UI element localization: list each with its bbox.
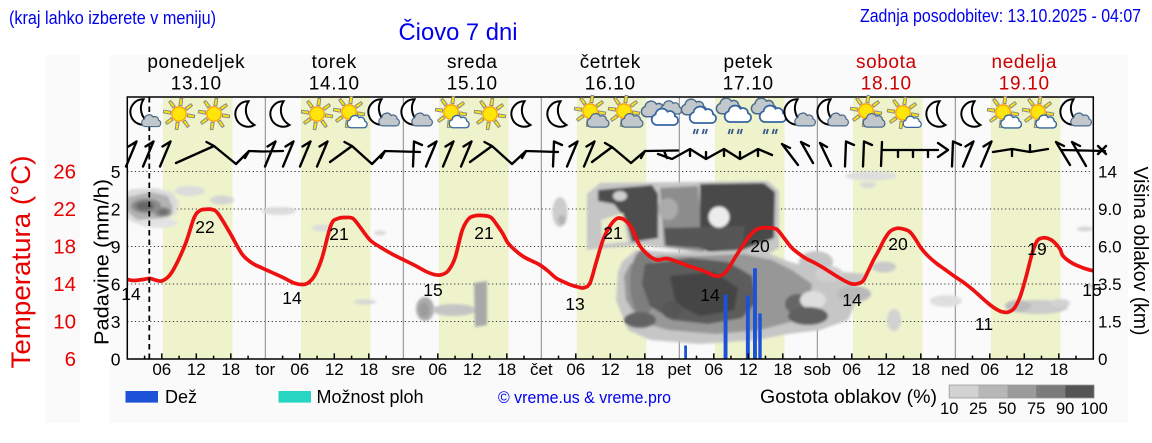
svg-text:06: 06 bbox=[290, 360, 309, 379]
svg-text:Padavine (mm/h): Padavine (mm/h) bbox=[92, 179, 114, 345]
svg-text:ned: ned bbox=[941, 360, 969, 379]
svg-text:Temperatura (°C): Temperatura (°C) bbox=[6, 155, 36, 368]
svg-text:11: 11 bbox=[975, 314, 993, 334]
svg-text:75: 75 bbox=[1027, 400, 1045, 418]
svg-text:čet: čet bbox=[530, 360, 553, 379]
svg-text:0: 0 bbox=[1098, 350, 1107, 369]
svg-text:06: 06 bbox=[980, 360, 999, 379]
svg-text:22: 22 bbox=[53, 198, 76, 221]
svg-text:20: 20 bbox=[750, 236, 770, 256]
svg-text:13: 13 bbox=[565, 294, 584, 314]
svg-text:Dež: Dež bbox=[165, 387, 197, 407]
svg-text:06: 06 bbox=[842, 360, 861, 379]
svg-text:13.10: 13.10 bbox=[171, 74, 222, 95]
svg-text:sob: sob bbox=[804, 360, 831, 379]
svg-text:14: 14 bbox=[1098, 163, 1117, 182]
svg-text:06: 06 bbox=[566, 360, 585, 379]
svg-text:12: 12 bbox=[463, 360, 482, 379]
svg-text:petek: petek bbox=[724, 52, 773, 73]
svg-text:15: 15 bbox=[1082, 280, 1101, 300]
svg-text:16.10: 16.10 bbox=[585, 74, 636, 95]
svg-text:25: 25 bbox=[969, 400, 987, 418]
svg-text:ponedeljek: ponedeljek bbox=[147, 52, 245, 73]
svg-text:18: 18 bbox=[221, 360, 240, 379]
svg-text:2: 2 bbox=[111, 200, 121, 220]
svg-text:tor: tor bbox=[255, 360, 275, 379]
svg-text:100: 100 bbox=[1080, 400, 1108, 418]
svg-text:21: 21 bbox=[474, 223, 493, 243]
svg-text:0: 0 bbox=[111, 350, 121, 370]
svg-text:Višina oblakov (km): Višina oblakov (km) bbox=[1129, 167, 1151, 336]
svg-text:10: 10 bbox=[940, 400, 958, 418]
svg-text:18: 18 bbox=[1049, 360, 1068, 379]
svg-text:15: 15 bbox=[423, 280, 442, 300]
svg-text:torek: torek bbox=[312, 52, 357, 73]
svg-text:21: 21 bbox=[329, 224, 348, 244]
svg-text:19.10: 19.10 bbox=[999, 74, 1050, 95]
svg-text:18: 18 bbox=[635, 360, 654, 379]
svg-text:14.10: 14.10 bbox=[309, 74, 360, 95]
svg-text:17.10: 17.10 bbox=[723, 74, 774, 95]
svg-text:18: 18 bbox=[497, 360, 516, 379]
svg-text:četrtek: četrtek bbox=[580, 52, 641, 73]
svg-text:12: 12 bbox=[601, 360, 620, 379]
svg-text:90: 90 bbox=[1056, 400, 1074, 418]
svg-text:14: 14 bbox=[700, 285, 720, 305]
svg-text:Gostota oblakov (%): Gostota oblakov (%) bbox=[760, 386, 937, 408]
svg-text:14: 14 bbox=[53, 273, 76, 296]
svg-text:12: 12 bbox=[1015, 360, 1034, 379]
svg-text:06: 06 bbox=[704, 360, 723, 379]
svg-text:18: 18 bbox=[359, 360, 378, 379]
svg-text:sreda: sreda bbox=[447, 52, 498, 73]
svg-text:3.5: 3.5 bbox=[1098, 275, 1122, 294]
svg-text:pet: pet bbox=[667, 360, 691, 379]
svg-text:18: 18 bbox=[53, 236, 76, 259]
svg-text:06: 06 bbox=[152, 360, 171, 379]
svg-text:5: 5 bbox=[111, 162, 121, 182]
svg-text:6.0: 6.0 bbox=[1098, 238, 1122, 257]
svg-text:© vreme.us & vreme.pro: © vreme.us & vreme.pro bbox=[498, 388, 671, 407]
svg-text:9: 9 bbox=[111, 237, 121, 257]
svg-text:(kraj lahko izberete v meniju): (kraj lahko izberete v meniju) bbox=[9, 8, 216, 28]
svg-text:14: 14 bbox=[121, 284, 141, 304]
svg-text:06: 06 bbox=[428, 360, 447, 379]
svg-text:19: 19 bbox=[1027, 239, 1046, 259]
svg-text:15.10: 15.10 bbox=[447, 74, 498, 95]
svg-text:12: 12 bbox=[325, 360, 344, 379]
svg-text:sre: sre bbox=[391, 360, 415, 379]
svg-text:21: 21 bbox=[603, 223, 622, 243]
svg-text:20: 20 bbox=[888, 234, 908, 254]
svg-text:1.5: 1.5 bbox=[1098, 313, 1122, 332]
svg-text:50: 50 bbox=[998, 400, 1016, 418]
svg-text:14: 14 bbox=[842, 290, 862, 310]
svg-text:6: 6 bbox=[65, 348, 76, 371]
svg-text:10: 10 bbox=[53, 311, 76, 334]
svg-text:nedelja: nedelja bbox=[992, 52, 1057, 73]
svg-text:14: 14 bbox=[282, 288, 302, 308]
svg-text:9.0: 9.0 bbox=[1098, 200, 1122, 219]
svg-text:18.10: 18.10 bbox=[861, 74, 912, 95]
svg-text:Čiovo 7 dni: Čiovo 7 dni bbox=[399, 18, 518, 46]
svg-text:3: 3 bbox=[111, 312, 121, 332]
svg-text:18: 18 bbox=[773, 360, 792, 379]
svg-text:18: 18 bbox=[911, 360, 930, 379]
svg-text:12: 12 bbox=[739, 360, 758, 379]
svg-text:26: 26 bbox=[53, 161, 76, 184]
svg-text:6: 6 bbox=[111, 275, 121, 295]
svg-text:12: 12 bbox=[187, 360, 206, 379]
svg-text:Možnost ploh: Možnost ploh bbox=[317, 387, 424, 407]
svg-text:Zadnja posodobitev: 13.10.2025: Zadnja posodobitev: 13.10.2025 - 04:07 bbox=[860, 6, 1141, 26]
svg-text:22: 22 bbox=[195, 217, 214, 237]
svg-text:sobota: sobota bbox=[856, 52, 917, 73]
svg-text:12: 12 bbox=[877, 360, 896, 379]
